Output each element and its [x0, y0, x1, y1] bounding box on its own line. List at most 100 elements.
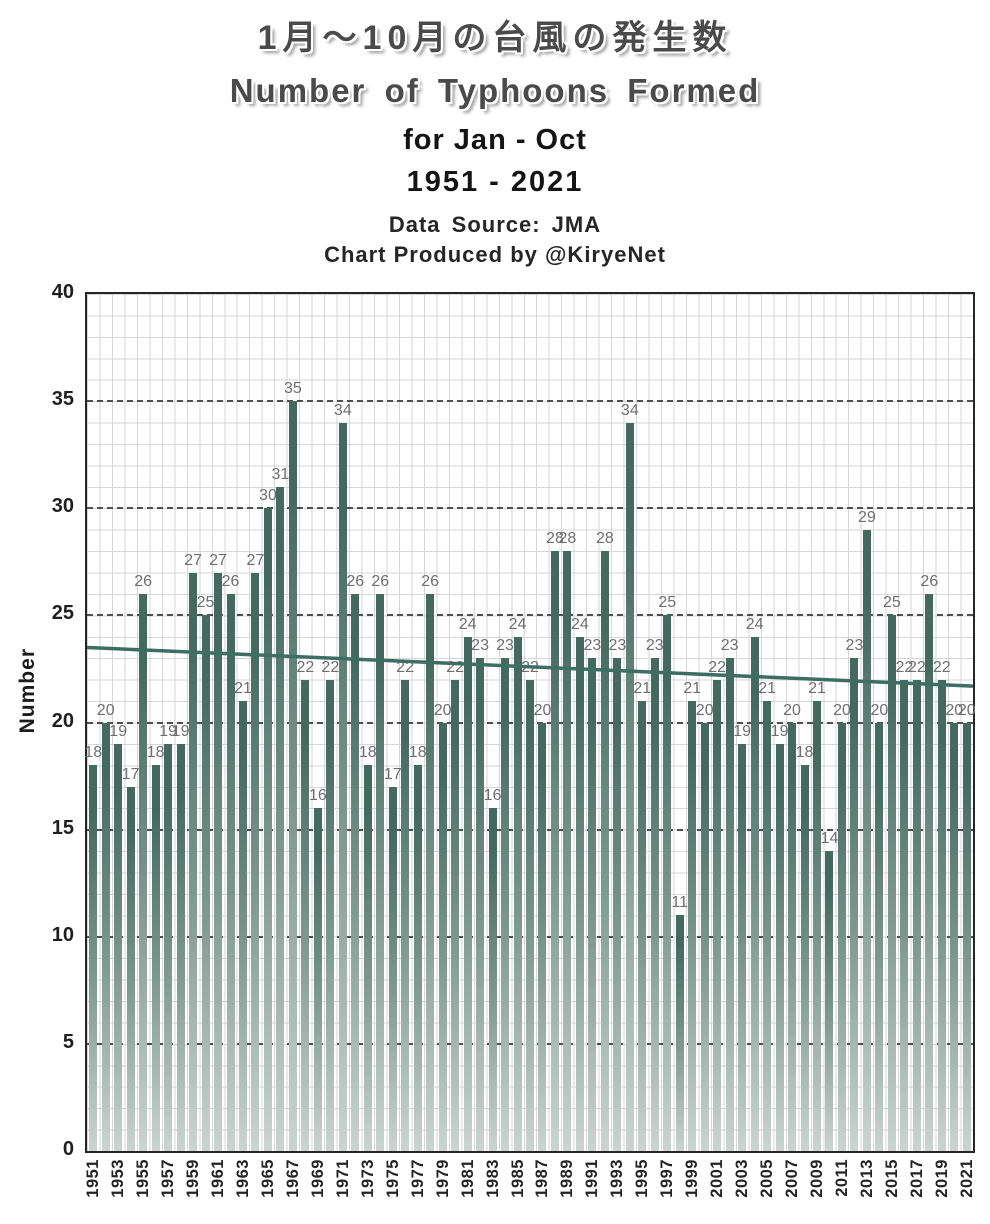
bar-value-label-2019: 22	[932, 658, 951, 676]
bar-value-label-2013: 29	[858, 508, 876, 526]
bar-1984	[501, 658, 510, 1151]
x-tick-2021: 2021	[957, 1159, 976, 1198]
bar-1952	[101, 722, 110, 1151]
bar-value-label-1972: 26	[346, 572, 365, 590]
x-tick-1999: 1999	[683, 1159, 702, 1198]
bar-1966	[276, 486, 285, 1151]
bar-value-label-1970: 22	[321, 658, 340, 676]
x-tick-1957: 1957	[159, 1159, 178, 1198]
bar-value-label-2021: 20	[957, 701, 976, 719]
bar-2007	[788, 722, 797, 1151]
bar-2015	[887, 615, 896, 1151]
x-tick-1965: 1965	[258, 1159, 277, 1198]
bar-value-label-1983: 16	[483, 787, 502, 805]
bar-1976	[401, 679, 410, 1151]
x-tick-1987: 1987	[533, 1159, 552, 1198]
bar-2021	[962, 722, 971, 1151]
bar-1973	[363, 765, 372, 1151]
bar-value-label-1993: 23	[608, 637, 627, 655]
x-tick-1951: 1951	[84, 1159, 103, 1198]
bar-value-label-2018: 26	[920, 572, 939, 590]
bar-2004	[750, 636, 759, 1151]
bar-1954	[126, 786, 135, 1151]
bar-1996	[650, 658, 659, 1151]
bar-1986	[526, 679, 534, 1151]
bar-value-label-2020: 20	[945, 701, 964, 719]
bar-2014	[875, 722, 884, 1151]
bar-1960	[201, 615, 210, 1151]
major-gridline-30	[87, 507, 973, 510]
bar-1997	[663, 615, 672, 1151]
bar-value-label-1963: 21	[234, 680, 252, 698]
y-tick-25: 25	[51, 602, 74, 625]
bar-value-label-1992: 28	[595, 530, 614, 548]
x-tick-1969: 1969	[308, 1159, 327, 1198]
bar-1958	[176, 743, 185, 1151]
bar-1971	[338, 422, 347, 1151]
bar-value-label-1997: 25	[658, 594, 677, 612]
subtitle-years: 1951 - 2021	[406, 166, 584, 198]
bar-1974	[376, 593, 385, 1151]
x-tick-1977: 1977	[408, 1159, 427, 1198]
bar-value-label-1989: 28	[558, 530, 577, 548]
x-tick-1985: 1985	[508, 1159, 527, 1198]
x-tick-1975: 1975	[383, 1159, 402, 1198]
bar-1990	[575, 636, 584, 1151]
bar-value-label-1968: 22	[296, 658, 315, 676]
bar-value-label-1958: 19	[171, 722, 190, 740]
bar-1979	[438, 722, 447, 1151]
x-tick-1993: 1993	[608, 1159, 627, 1198]
bar-value-label-2015: 25	[882, 594, 901, 612]
bar-value-label-2008: 18	[795, 744, 814, 762]
bar-value-label-1991: 23	[583, 637, 602, 655]
bar-2009	[813, 701, 821, 1151]
x-tick-2011: 2011	[832, 1159, 851, 1197]
bar-value-label-1973: 18	[358, 744, 377, 762]
x-tick-1983: 1983	[483, 1159, 502, 1198]
bar-1972	[351, 593, 360, 1151]
y-tick-40: 40	[51, 281, 74, 303]
bar-1994	[625, 422, 634, 1151]
bar-value-label-1952: 20	[96, 701, 115, 719]
bar-value-label-1966: 31	[271, 465, 290, 483]
x-tick-1967: 1967	[283, 1159, 302, 1198]
bar-value-label-2007: 20	[783, 701, 801, 719]
bar-value-label-2002: 23	[720, 637, 739, 655]
bar-value-label-1960: 25	[196, 594, 215, 612]
data-source-label: Data Source: JMA	[388, 212, 602, 237]
bar-value-label-1982: 23	[471, 637, 489, 655]
bar-value-label-1994: 34	[620, 401, 639, 419]
bar-2006	[775, 743, 784, 1151]
bar-value-label-2011: 20	[833, 701, 851, 719]
bar-value-label-1962: 26	[221, 572, 240, 590]
bar-1951	[89, 765, 98, 1151]
bar-2010	[825, 851, 834, 1151]
bar-1985	[513, 636, 522, 1151]
bar-value-label-2009: 21	[808, 680, 826, 698]
bar-value-label-2006: 19	[770, 722, 789, 740]
title-english: Number of Typhoons Formed	[229, 72, 761, 109]
x-tick-1963: 1963	[233, 1159, 252, 1198]
bar-value-label-1976: 22	[396, 658, 415, 676]
bar-value-label-1969: 16	[308, 787, 327, 805]
bar-value-label-1961: 27	[209, 551, 227, 569]
bar-1970	[326, 679, 335, 1151]
bar-1964	[251, 572, 260, 1151]
bar-value-label-1986: 22	[521, 658, 539, 676]
bar-2005	[763, 701, 772, 1151]
bar-value-label-2000: 20	[695, 701, 714, 719]
bar-1967	[288, 401, 297, 1151]
bar-value-label-1977: 18	[408, 744, 427, 762]
bar-2001	[713, 679, 722, 1151]
bar-1959	[189, 572, 198, 1151]
bar-1962	[226, 593, 235, 1151]
plot-area: 18 20 19 17 26 18 19 19 27 25 27 26 21 27 30 31 35 22 16 22…	[84, 292, 976, 1153]
x-tick-2019: 2019	[932, 1159, 951, 1198]
bar-2008	[800, 765, 809, 1151]
x-tick-1979: 1979	[433, 1159, 452, 1198]
bar-value-label-1964: 27	[246, 551, 265, 569]
bar-value-label-2003: 19	[733, 722, 752, 740]
bar-1975	[388, 786, 397, 1151]
chart-header: 1月〜10月の台風の発生数 Number of Typhoons Formed …	[0, 0, 990, 268]
bar-2019	[937, 679, 946, 1151]
